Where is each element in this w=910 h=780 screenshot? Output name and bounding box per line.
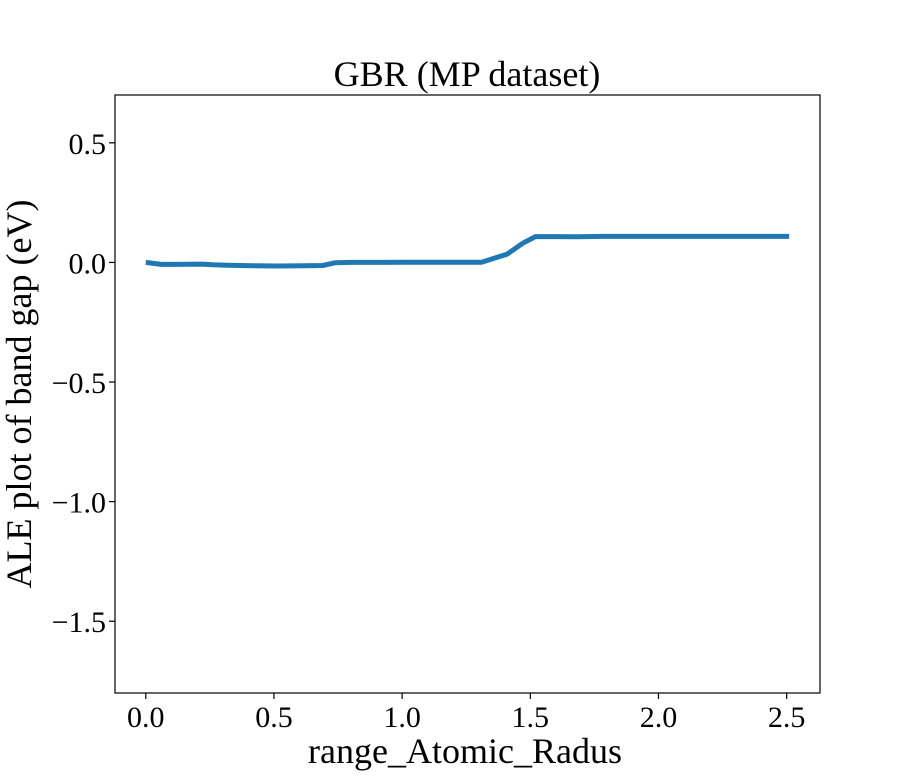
x-axis-label: range_Atomic_Radus [308, 731, 622, 771]
y-tick-label: 0.0 [69, 247, 107, 280]
series-layer [145, 233, 790, 269]
x-tick-label: 1.5 [512, 701, 550, 734]
x-tick-label: 2.0 [640, 701, 678, 734]
y-tick-label: −1.5 [52, 606, 106, 639]
x-tick-label: 0.0 [127, 701, 165, 734]
series-line [145, 233, 790, 269]
y-axis-label: ALE plot of band gap (eV) [0, 200, 39, 589]
x-tick-label: 0.5 [255, 701, 293, 734]
y-tick-label: 0.5 [69, 128, 107, 161]
x-tick-label: 2.5 [768, 701, 806, 734]
y-tick-label: −0.5 [52, 367, 106, 400]
chart-title: GBR (MP dataset) [334, 54, 601, 94]
x-ticks: 0.0 0.5 1.0 1.5 2.0 2.5 [127, 693, 805, 734]
plot-frame [114, 94, 821, 694]
x-tick-label: 1.0 [383, 701, 421, 734]
y-tick-label: −1.0 [52, 487, 106, 520]
y-ticks: 0.5 0.0 −0.5 −1.0 −1.5 [52, 128, 115, 639]
